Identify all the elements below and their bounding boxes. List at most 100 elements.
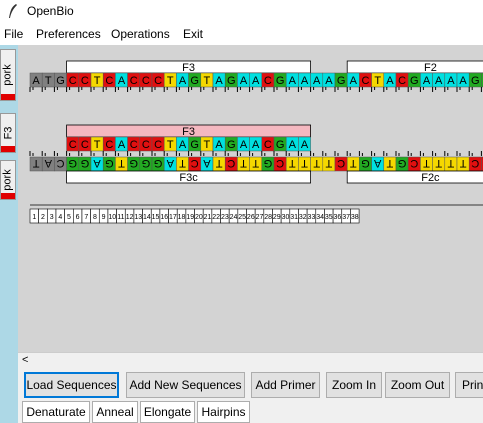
- ruler-number: 14: [143, 214, 151, 221]
- ruler-number: 21: [204, 214, 212, 221]
- top-strand-letter: A: [350, 75, 358, 87]
- top-strand-letter: C: [130, 75, 138, 87]
- top-strand-letter: T: [94, 75, 101, 87]
- bottom-strand-letter: C: [227, 157, 235, 169]
- add-new-sequences-button[interactable]: Add New Sequences: [126, 372, 245, 398]
- primer-strand-letter: G: [276, 139, 285, 151]
- ruler-number: 11: [117, 214, 124, 221]
- menu-exit[interactable]: Exit: [183, 27, 204, 41]
- primer-strand-letter: C: [264, 139, 272, 151]
- side-tab-pork-top[interactable]: pork: [0, 49, 16, 101]
- bottom-strand-letter: G: [142, 157, 151, 169]
- primer-f3-label-label: F3: [182, 126, 195, 138]
- menu-operations[interactable]: Operations: [111, 27, 170, 41]
- top-strand-letter: A: [301, 75, 309, 87]
- bottom-strand-letter: A: [93, 157, 101, 169]
- ruler-number: 27: [256, 214, 264, 221]
- top-strand-letter: G: [190, 75, 199, 87]
- bottom-strand-letter: T: [240, 157, 247, 169]
- ruler-number: 6: [76, 214, 80, 221]
- f3c-region-label: F3c: [179, 172, 198, 184]
- f2c-region-box: [346, 170, 483, 184]
- top-strand-letter: G: [276, 75, 285, 87]
- side-tab-label: pork: [2, 64, 14, 86]
- side-tab-marker: [1, 94, 15, 100]
- primer-strand-letter: C: [105, 139, 113, 151]
- f2-primer-region-box: [346, 60, 483, 74]
- horizontal-scrollbar[interactable]: <: [18, 352, 483, 370]
- primer-strand-letter: A: [240, 139, 248, 151]
- hairpins-button[interactable]: Hairpins: [197, 401, 250, 423]
- anneal-button[interactable]: Anneal: [92, 401, 138, 423]
- top-strand-letter: A: [447, 75, 455, 87]
- primer-strand-letter: A: [301, 139, 309, 151]
- ruler-number: 22: [212, 214, 220, 221]
- top-strand-letter: C: [154, 75, 162, 87]
- bottom-strand-letter: G: [361, 157, 370, 169]
- print-button[interactable]: Print: [455, 372, 483, 398]
- add-primer-button[interactable]: Add Primer: [251, 372, 320, 398]
- bottom-strand-letter: T: [423, 157, 430, 169]
- primer-strand-letter: A: [179, 139, 187, 151]
- bottom-strand-letter: A: [373, 157, 381, 169]
- bottom-strand-letter: T: [215, 157, 222, 169]
- scroll-left-icon[interactable]: <: [22, 354, 29, 366]
- bottom-strand-letter: T: [350, 157, 357, 169]
- ruler-number: 20: [195, 214, 203, 221]
- top-strand-letter: T: [45, 75, 52, 87]
- primer-strand-letter: A: [118, 139, 126, 151]
- menu-bar: File Preferences Operations Exit: [0, 23, 483, 45]
- elongate-button[interactable]: Elongate: [140, 401, 195, 423]
- zoom-in-button[interactable]: Zoom In: [326, 372, 382, 398]
- bottom-strand-letter: T: [289, 157, 296, 169]
- ruler-number: 17: [169, 214, 177, 221]
- top-strand-letter: A: [289, 75, 297, 87]
- top-strand-letter: A: [118, 75, 126, 87]
- load-sequences-button[interactable]: Load Sequences: [24, 372, 119, 398]
- bottom-strand-letter: C: [337, 157, 345, 169]
- menu-file[interactable]: File: [4, 27, 24, 41]
- ruler-number: 4: [58, 214, 62, 221]
- ruler-number: 18: [178, 214, 186, 221]
- bottom-strand-letter: A: [44, 157, 52, 169]
- top-strand-letter: C: [264, 75, 272, 87]
- ruler-number: 7: [84, 214, 88, 221]
- ruler-number: 35: [325, 214, 333, 221]
- sequence-sidebar: pork F3 pork: [0, 45, 18, 423]
- bottom-strand-letter: C: [191, 157, 199, 169]
- ruler-number: 38: [351, 214, 359, 221]
- bottom-strand-letter: A: [166, 157, 174, 169]
- top-strand-base: [481, 72, 483, 88]
- sequence-canvas[interactable]: F3 F2 A T G C C T C A C C C T A G T A G A A C G A A A A G A C T A C G A A A A…: [18, 45, 483, 352]
- bottom-strand-letter: T: [301, 157, 308, 169]
- zoom-out-button[interactable]: Zoom Out: [385, 372, 450, 398]
- top-strand-letter: C: [362, 75, 370, 87]
- ruler-number: 33: [308, 214, 316, 221]
- f3-primer-region-label: F3: [182, 62, 195, 74]
- ruler-number: 13: [134, 214, 142, 221]
- primer-strand-letter: T: [167, 139, 174, 151]
- side-tab-f3[interactable]: F3: [0, 113, 16, 153]
- denaturate-button[interactable]: Denaturate: [22, 401, 90, 423]
- ruler-number: 32: [299, 214, 307, 221]
- menu-preferences[interactable]: Preferences: [36, 27, 101, 41]
- bottom-strand-letter: C: [471, 157, 479, 169]
- bottom-strand-letter: T: [325, 157, 332, 169]
- bottom-strand-letter: T: [118, 157, 125, 169]
- side-tab-pork-bottom[interactable]: pork: [0, 160, 16, 200]
- ruler-number: 16: [160, 214, 168, 221]
- top-strand-letter: G: [56, 75, 65, 87]
- ruler-number: 9: [102, 214, 106, 221]
- ruler-number: 23: [221, 214, 229, 221]
- primer-strand-letter: T: [204, 139, 211, 151]
- ruler-number: 28: [264, 214, 272, 221]
- ruler-number: 26: [247, 214, 255, 221]
- window-title: OpenBio: [27, 4, 74, 18]
- top-strand-letter: A: [252, 75, 260, 87]
- bottom-strand-letter: G: [264, 157, 273, 169]
- title-bar: OpenBio: [0, 0, 483, 23]
- side-tab-marker: [1, 146, 15, 152]
- top-strand-letter: A: [325, 75, 333, 87]
- bottom-strand-letter: G: [154, 157, 163, 169]
- ruler-number: 8: [93, 214, 97, 221]
